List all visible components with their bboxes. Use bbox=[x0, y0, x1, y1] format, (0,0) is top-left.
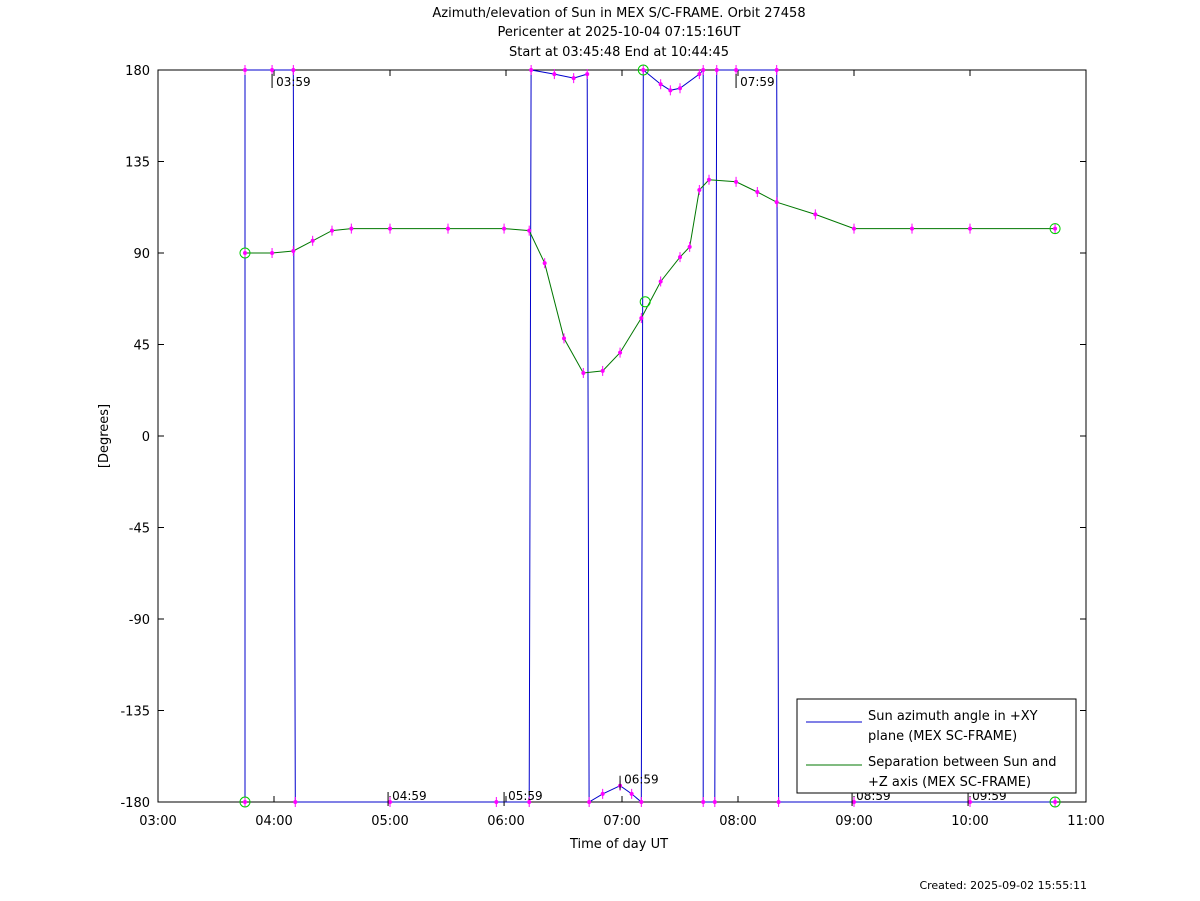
orbit-marker bbox=[637, 64, 649, 76]
time-annotation-label: 03:59 bbox=[276, 75, 311, 89]
x-tick-label: 05:00 bbox=[371, 814, 408, 829]
x-tick-label: 10:00 bbox=[951, 814, 988, 829]
x-tick-label: 09:00 bbox=[835, 814, 872, 829]
y-tick-label: -90 bbox=[129, 613, 150, 628]
y-tick-label: -45 bbox=[129, 522, 150, 537]
orbit-marker bbox=[639, 296, 651, 308]
series-line-azimuth bbox=[244, 68, 1056, 804]
x-axis-label: Time of day UT bbox=[569, 837, 668, 852]
x-tick-label: 11:00 bbox=[1067, 814, 1104, 829]
orbit-marker bbox=[1049, 796, 1061, 808]
y-tick-label: 45 bbox=[133, 339, 150, 354]
y-tick-label: 135 bbox=[125, 156, 150, 171]
y-tick-label: 0 bbox=[142, 430, 150, 445]
chart-title: Azimuth/elevation of Sun in MEX S/C-FRAM… bbox=[432, 6, 805, 21]
orbit-marker bbox=[239, 796, 251, 808]
time-annotation-label: 06:59 bbox=[624, 773, 659, 787]
time-annotation-label: 07:59 bbox=[740, 75, 775, 89]
chart-subtitle-pericenter: Pericenter at 2025-10-04 07:15:16UT bbox=[497, 25, 740, 40]
plot-frame bbox=[157, 69, 1087, 803]
plot-area: 03:00 04:00 05:00 06:00 07:00 08:00 09:00 10:00… bbox=[120, 64, 1104, 829]
y-tick-label: 90 bbox=[133, 247, 150, 262]
chart-subtitle-start-end: Start at 03:45:48 End at 10:44:45 bbox=[509, 45, 729, 60]
x-tick-label: 03:00 bbox=[139, 814, 176, 829]
x-tick-label: 04:00 bbox=[255, 814, 292, 829]
legend-box bbox=[796, 698, 1077, 794]
time-annotation-label: 04:59 bbox=[392, 789, 427, 803]
created-timestamp: Created: 2025-09-02 15:55:11 bbox=[919, 879, 1087, 892]
orbit-marker bbox=[1049, 223, 1061, 235]
legend: Sun azimuth angle in +XY plane (MEX SC-F… bbox=[796, 698, 1077, 794]
x-tick-label: 06:00 bbox=[487, 814, 524, 829]
series-line-separation bbox=[245, 179, 1056, 374]
y-tick-label: -180 bbox=[120, 796, 150, 811]
y-axis-label: [Degrees] bbox=[97, 404, 112, 468]
x-tick-label: 07:00 bbox=[603, 814, 640, 829]
orbit-marker bbox=[239, 247, 251, 259]
x-tick-label: 08:00 bbox=[719, 814, 756, 829]
time-annotation-label: 05:59 bbox=[508, 789, 543, 803]
legend-label-azimuth: Sun azimuth angle in +XY plane (MEX SC-F… bbox=[868, 709, 1042, 744]
y-tick-label: -135 bbox=[120, 705, 150, 720]
legend-label-separation: Separation between Sun and +Z axis (MEX … bbox=[868, 755, 1061, 790]
y-tick-label: 180 bbox=[125, 64, 150, 79]
